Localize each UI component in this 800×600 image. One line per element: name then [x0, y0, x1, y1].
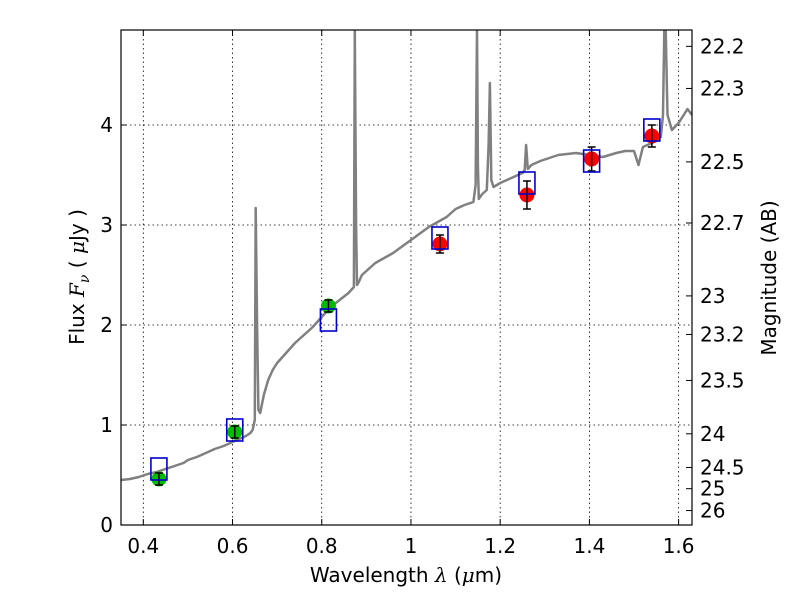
y2-tick-label: 22.7	[700, 211, 745, 235]
y2-tick-label: 22.5	[700, 150, 745, 174]
axis-ticks	[121, 30, 692, 526]
model-box	[319, 308, 338, 332]
y-axis-title: Flux Fν ( μJy )	[65, 209, 93, 345]
x-axis-title: Wavelength λ (μm)	[310, 563, 502, 587]
x-tick-label: 1.2	[484, 534, 516, 558]
y-tick-label: 4	[100, 113, 113, 137]
plot-area	[121, 30, 692, 487]
x-tick-label: 1	[405, 534, 418, 558]
y-tick-label: 1	[100, 413, 113, 437]
errorbars	[154, 124, 656, 486]
y-tick-label: 3	[100, 213, 113, 237]
data-points	[151, 128, 660, 487]
plot-frame	[120, 29, 693, 526]
grid	[121, 30, 692, 526]
y2-tick-label: 23.5	[700, 368, 745, 392]
x-tick-label: 1.6	[663, 534, 695, 558]
x-tick-label: 0.6	[217, 534, 249, 558]
y2-tick-label: 25	[700, 477, 725, 501]
y2-tick-label: 23	[700, 284, 725, 308]
x-tick-label: 0.4	[127, 534, 159, 558]
model-box	[643, 118, 661, 142]
model-boxes	[150, 118, 661, 481]
y2-tick-label: 26	[700, 499, 725, 523]
y-tick-label: 0	[100, 513, 113, 537]
model-box	[431, 226, 449, 250]
y2-tick-label: 24.5	[700, 455, 745, 479]
model-box	[150, 457, 168, 481]
tick-labels: 0.4 0.6 0.8 1 1.2 1.4 1.60123422.222.322.522.7…	[100, 34, 744, 558]
y2-tick-label: 23.2	[700, 322, 745, 346]
y2-axis-title: Magnitude (AB)	[757, 200, 781, 355]
x-tick-label: 0.8	[306, 534, 338, 558]
model-box	[225, 418, 244, 442]
x-tick-label: 1.4	[573, 534, 605, 558]
y2-tick-label: 22.2	[700, 34, 745, 58]
model-box	[582, 149, 601, 173]
y2-tick-label: 24	[700, 422, 725, 446]
model-box	[518, 171, 536, 195]
spectrum-line	[121, 30, 692, 482]
y2-tick-label: 22.3	[700, 76, 745, 100]
y-tick-label: 2	[100, 313, 113, 337]
